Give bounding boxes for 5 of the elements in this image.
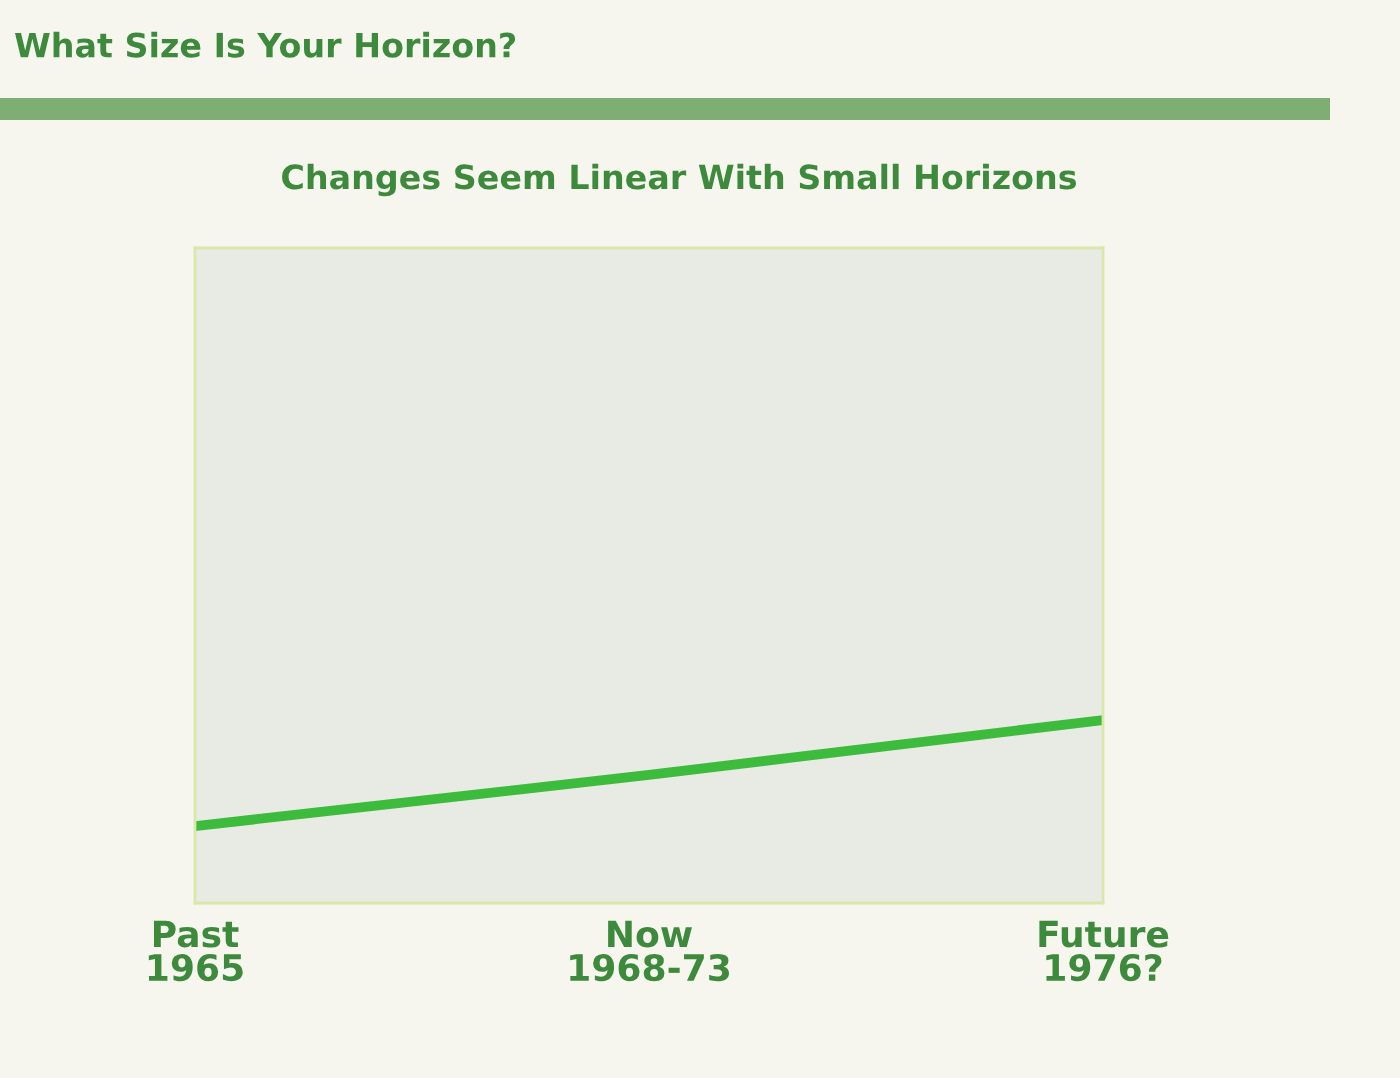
chart-title: What Size Is Your Horizon? [14,31,516,58]
chart-subtitle: Changes Seem Linear With Small Horizons [282,163,1076,197]
x-tick-label: Past 1965 [148,920,243,982]
x-tick-label: Now 1968-73 [570,920,729,982]
x-tick-label: Future 1976? [1039,920,1169,982]
